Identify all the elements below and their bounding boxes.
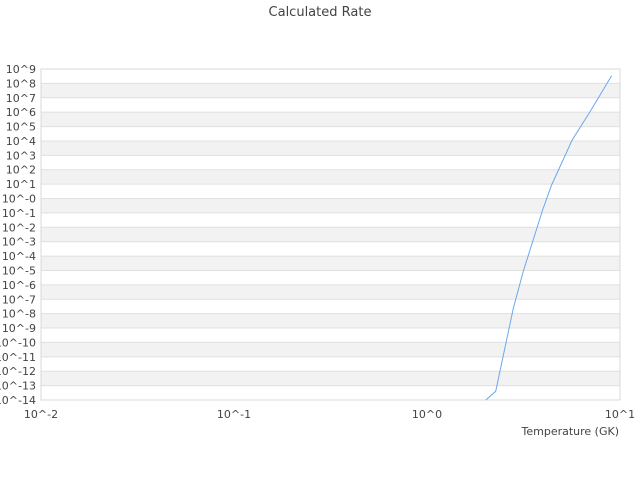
y-tick-label: 10^-6 <box>2 279 36 292</box>
x-tick-label: 10^-2 <box>24 408 58 421</box>
grid-band <box>41 140 620 156</box>
y-tick-label: 10^-2 <box>2 221 36 234</box>
y-tick-label: 10^-5 <box>2 264 36 277</box>
y-tick-label: 10^-0 <box>2 193 36 206</box>
y-tick-label: 10^-4 <box>2 250 36 263</box>
y-tick-label: 10^-9 <box>2 322 36 335</box>
grid-band <box>41 342 620 357</box>
grid-band <box>41 227 620 242</box>
grid-band <box>41 371 620 386</box>
x-axis-label: Temperature (GK) <box>521 425 620 438</box>
y-tick-label: 10^-13 <box>0 380 36 393</box>
y-tick-label: 10^6 <box>6 106 36 119</box>
x-tick-label: 10^-1 <box>217 408 251 421</box>
chart-title: Calculated Rate <box>269 5 372 20</box>
y-tick-label: 10^-10 <box>0 336 36 349</box>
y-tick-label: 10^1 <box>6 178 36 191</box>
grid-band <box>41 83 620 98</box>
grid-band <box>41 112 620 127</box>
grid-band <box>41 313 620 329</box>
y-tick-label: 10^-3 <box>2 236 36 249</box>
y-tick-label: 10^-8 <box>2 308 36 321</box>
grid-band <box>41 284 620 300</box>
y-tick-label: 10^-1 <box>2 207 36 220</box>
series-line <box>485 75 613 401</box>
grid-band <box>41 256 620 271</box>
x-tick-label: 10^0 <box>412 408 442 421</box>
y-tick-label: 10^-12 <box>0 365 36 378</box>
y-tick-label: 10^3 <box>6 149 36 162</box>
y-tick-label: 10^5 <box>6 121 36 134</box>
grid-band <box>41 198 620 213</box>
y-tick-label: 10^7 <box>6 92 36 105</box>
y-tick-label: 10^8 <box>6 77 36 90</box>
grid-band <box>41 169 620 185</box>
x-tick-label: 10^1 <box>605 408 635 421</box>
plot-frame <box>40 68 621 401</box>
y-tick-label: 10^4 <box>6 135 36 148</box>
y-tick-label: 10^-14 <box>0 394 36 407</box>
y-tick-label: 10^2 <box>6 164 36 177</box>
y-tick-label: 10^-11 <box>0 351 36 364</box>
y-tick-label: 10^9 <box>6 63 36 76</box>
y-tick-label: 10^-7 <box>2 293 36 306</box>
